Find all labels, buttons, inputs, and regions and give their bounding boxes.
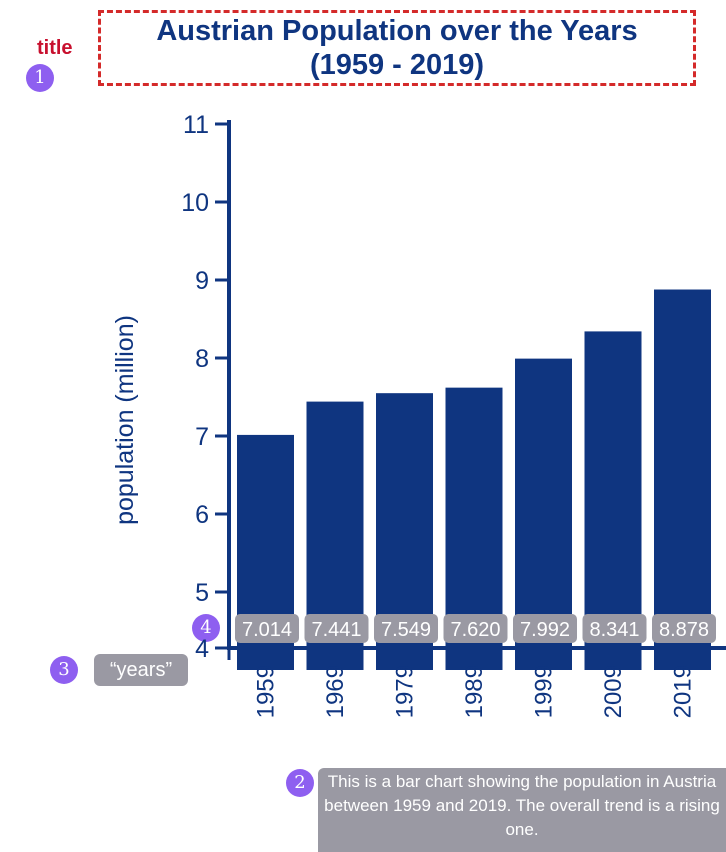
data-label-bg-2009 [582,614,647,643]
data-label-1999: 7.992 [520,619,570,641]
y-tick-label-6: 6 [195,501,209,529]
x-tick-label-1989: 1989 [461,665,488,718]
x-tick-label-1969: 1969 [322,665,349,718]
data-label-bg-1959 [235,614,299,643]
data-label-1959: 7.014 [242,619,292,641]
title-dashed-box [98,10,696,86]
y-tick-label-8: 8 [195,345,209,373]
bar-2009 [584,331,642,670]
data-label-1979: 7.549 [381,619,431,641]
y-axis-title: population (million) [111,315,139,525]
data-label-bg-1969 [304,614,369,643]
x-tick-label-1999: 1999 [531,665,558,718]
chart-title-line2: (1959 - 2019) [309,49,485,81]
y-tick-label-7: 7 [195,423,209,451]
x-tick-label-2009: 2009 [600,665,627,718]
y-tick-label-10: 10 [181,189,209,217]
data-label-bg-1989 [443,614,508,643]
data-label-bg-1999 [513,614,577,643]
y-tick-label-4: 4 [195,635,209,663]
badge-1: 1 [26,64,54,92]
x-tick-label-1959: 1959 [253,665,280,718]
y-tick-label-5: 5 [195,579,209,607]
data-label-2009: 8.341 [589,619,639,641]
data-label-1989: 7.620 [450,619,500,641]
data-label-1969: 7.441 [311,619,361,641]
chart-title-line1: Austrian Population over the Years [156,15,638,47]
x-tick-label-1979: 1979 [392,665,419,718]
y-tick-label-9: 9 [195,267,209,295]
badge-2: 2 [286,769,314,797]
title-annotation-tag: title [37,37,73,60]
y-tick-label-11: 11 [183,111,209,139]
bar-2019 [654,289,711,670]
data-label-bg-1979 [374,614,438,643]
x-tick-label-2019: 2019 [670,665,697,718]
data-label-bg-2019 [652,614,716,643]
badge-3: 3 [50,656,78,684]
title-tag-label: title [37,37,73,59]
data-label-2019: 8.878 [659,619,709,641]
badge-4: 4 [192,614,220,642]
years-label-box: “years” [94,654,188,686]
chart-title: Austrian Population over the Years (1959… [98,14,696,82]
alt-text-box: This is a bar chart showing the populati… [318,768,726,852]
